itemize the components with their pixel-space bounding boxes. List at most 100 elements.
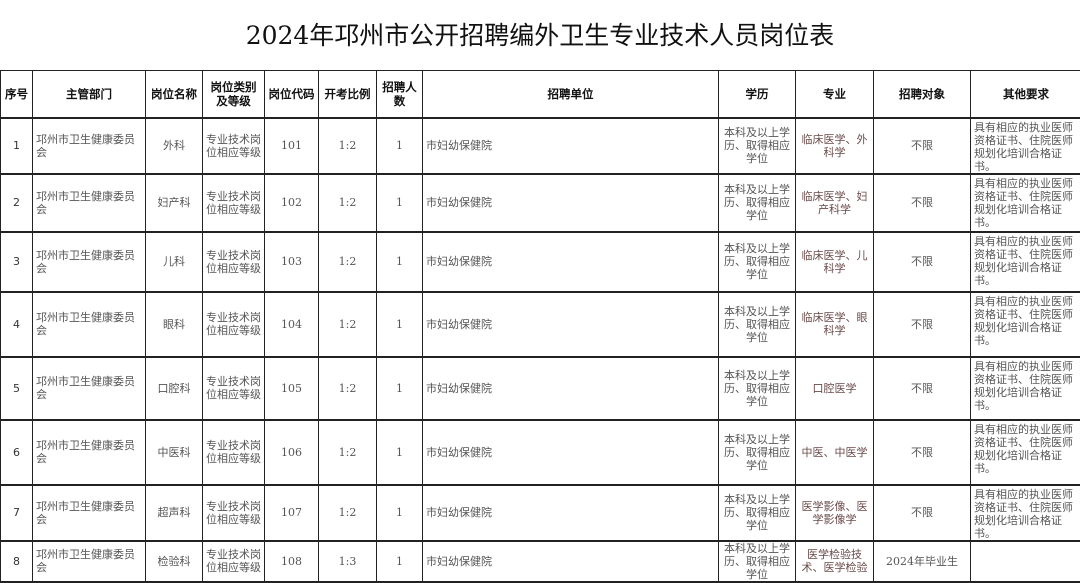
cell-post: 中医科	[146, 420, 203, 485]
cell-category: 专业技术岗位相应等级	[203, 292, 265, 357]
cell-unit: 市妇幼保健院	[423, 420, 719, 485]
header-ratio: 开考比例	[319, 71, 377, 118]
cell-edu: 本科及以上学历、取得相应学位	[719, 541, 796, 582]
cell-edu: 本科及以上学历、取得相应学位	[719, 174, 796, 232]
cell-major: 临床医学、眼科学	[796, 292, 874, 357]
cell-unit: 市妇幼保健院	[423, 118, 719, 174]
header-other: 其他要求	[971, 71, 1080, 118]
header-target: 招聘对象	[874, 71, 971, 118]
cell-seq: 3	[1, 232, 33, 292]
cell-target: 2024年毕业生	[874, 541, 971, 582]
cell-dept: 邛州市卫生健康委员会	[33, 292, 146, 357]
cell-ratio: 1:2	[319, 232, 377, 292]
cell-ratio: 1:2	[319, 485, 377, 541]
cell-unit: 市妇幼保健院	[423, 357, 719, 420]
cell-count: 1	[377, 485, 423, 541]
cell-ratio: 1:2	[319, 118, 377, 174]
cell-seq: 4	[1, 292, 33, 357]
header-category: 岗位类别及等级	[203, 71, 265, 118]
cell-target: 不限	[874, 485, 971, 541]
cell-post: 检验科	[146, 541, 203, 582]
header-unit: 招聘单位	[423, 71, 719, 118]
cell-dept: 邛州市卫生健康委员会	[33, 357, 146, 420]
cell-category: 专业技术岗位相应等级	[203, 232, 265, 292]
cell-seq: 7	[1, 485, 33, 541]
cell-ratio: 1:2	[319, 357, 377, 420]
cell-other: 具有相应的执业医师资格证书、住院医师规划化培训合格证书。	[971, 485, 1080, 541]
header-count: 招聘人数	[377, 71, 423, 118]
cell-post: 儿科	[146, 232, 203, 292]
cell-dept: 邛州市卫生健康委员会	[33, 232, 146, 292]
cell-other	[971, 541, 1080, 582]
cell-other: 具有相应的执业医师资格证书、住院医师规划化培训合格证书。	[971, 420, 1080, 485]
cell-target: 不限	[874, 174, 971, 232]
cell-edu: 本科及以上学历、取得相应学位	[719, 232, 796, 292]
cell-count: 1	[377, 292, 423, 357]
cell-major: 临床医学、儿科学	[796, 232, 874, 292]
cell-category: 专业技术岗位相应等级	[203, 541, 265, 582]
header-row: 序号 主管部门 岗位名称 岗位类别及等级 岗位代码 开考比例 招聘人数 招聘单位…	[1, 71, 1080, 118]
header-edu: 学历	[719, 71, 796, 118]
cell-dept: 邛州市卫生健康委员会	[33, 118, 146, 174]
cell-seq: 5	[1, 357, 33, 420]
cell-code: 106	[265, 420, 319, 485]
cell-code: 103	[265, 232, 319, 292]
cell-dept: 邛州市卫生健康委员会	[33, 420, 146, 485]
cell-count: 1	[377, 357, 423, 420]
cell-ratio: 1:2	[319, 174, 377, 232]
cell-code: 104	[265, 292, 319, 357]
cell-other: 具有相应的执业医师资格证书、住院医师规划化培训合格证书。	[971, 232, 1080, 292]
cell-code: 105	[265, 357, 319, 420]
cell-edu: 本科及以上学历、取得相应学位	[719, 118, 796, 174]
cell-major: 临床医学、外科学	[796, 118, 874, 174]
cell-other: 具有相应的执业医师资格证书、住院医师规划化培训合格证书。	[971, 292, 1080, 357]
cell-seq: 8	[1, 541, 33, 582]
cell-target: 不限	[874, 118, 971, 174]
header-major: 专业	[796, 71, 874, 118]
cell-count: 1	[377, 541, 423, 582]
cell-category: 专业技术岗位相应等级	[203, 118, 265, 174]
cell-seq: 2	[1, 174, 33, 232]
cell-ratio: 1:3	[319, 541, 377, 582]
cell-code: 101	[265, 118, 319, 174]
cell-major: 临床医学、妇产科学	[796, 174, 874, 232]
cell-count: 1	[377, 174, 423, 232]
cell-category: 专业技术岗位相应等级	[203, 485, 265, 541]
page-title: 2024年邛州市公开招聘编外卫生专业技术人员岗位表	[0, 0, 1080, 70]
cell-category: 专业技术岗位相应等级	[203, 357, 265, 420]
cell-dept: 邛州市卫生健康委员会	[33, 541, 146, 582]
cell-target: 不限	[874, 420, 971, 485]
positions-table: 序号 主管部门 岗位名称 岗位类别及等级 岗位代码 开考比例 招聘人数 招聘单位…	[0, 70, 1080, 583]
cell-edu: 本科及以上学历、取得相应学位	[719, 420, 796, 485]
header-seq: 序号	[1, 71, 33, 118]
header-post: 岗位名称	[146, 71, 203, 118]
cell-edu: 本科及以上学历、取得相应学位	[719, 485, 796, 541]
cell-major: 医学检验技术、医学检验	[796, 541, 874, 582]
cell-dept: 邛州市卫生健康委员会	[33, 485, 146, 541]
cell-post: 妇产科	[146, 174, 203, 232]
cell-major: 医学影像、医学影像学	[796, 485, 874, 541]
cell-edu: 本科及以上学历、取得相应学位	[719, 292, 796, 357]
cell-post: 口腔科	[146, 357, 203, 420]
cell-other: 具有相应的执业医师资格证书、住院医师规划化培训合格证书。	[971, 174, 1080, 232]
cell-target: 不限	[874, 232, 971, 292]
cell-dept: 邛州市卫生健康委员会	[33, 174, 146, 232]
header-dept: 主管部门	[33, 71, 146, 118]
cell-unit: 市妇幼保健院	[423, 174, 719, 232]
cell-post: 外科	[146, 118, 203, 174]
cell-other: 具有相应的执业医师资格证书、住院医师规划化培训合格证书。	[971, 357, 1080, 420]
cell-other: 具有相应的执业医师资格证书、住院医师规划化培训合格证书。	[971, 118, 1080, 174]
cell-seq: 1	[1, 118, 33, 174]
cell-ratio: 1:2	[319, 420, 377, 485]
cell-edu: 本科及以上学历、取得相应学位	[719, 357, 796, 420]
cell-unit: 市妇幼保健院	[423, 232, 719, 292]
cell-unit: 市妇幼保健院	[423, 485, 719, 541]
cell-target: 不限	[874, 357, 971, 420]
cell-category: 专业技术岗位相应等级	[203, 420, 265, 485]
